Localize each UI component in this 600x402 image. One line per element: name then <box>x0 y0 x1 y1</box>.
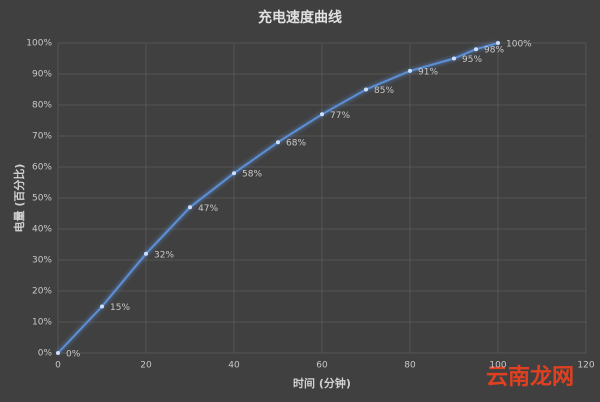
x-tick-label: 20 <box>140 361 152 371</box>
data-label: 95% <box>462 55 482 65</box>
data-label: 47% <box>198 204 218 214</box>
data-label: 0% <box>66 350 81 360</box>
point <box>474 47 478 52</box>
y-tick-label: 40% <box>32 225 52 235</box>
data-label: 98% <box>484 46 504 56</box>
x-tick-label: 60 <box>316 361 328 371</box>
y-tick-label: 10% <box>32 318 52 328</box>
y-tick-label: 90% <box>32 70 52 80</box>
point <box>364 87 368 92</box>
y-tick-label: 50% <box>32 194 52 204</box>
data-label: 100% <box>506 40 532 50</box>
data-label: 15% <box>110 303 130 313</box>
point <box>144 251 148 256</box>
watermark: 云南龙网 <box>486 365 574 390</box>
x-tick-label: 100 <box>489 361 506 371</box>
x-tick-label: 120 <box>577 361 594 371</box>
point <box>496 41 500 45</box>
data-label: 77% <box>330 111 350 121</box>
y-tick-label: 60% <box>32 163 52 173</box>
data-label: 85% <box>374 86 394 96</box>
y-tick-label: 20% <box>32 287 52 297</box>
y-tick-label: 30% <box>32 256 52 266</box>
data-label: 32% <box>154 250 174 260</box>
data-label: 58% <box>242 170 262 180</box>
point <box>452 56 456 61</box>
y-axis-label: 电量 (百分比) <box>12 164 26 233</box>
y-tick-label: 100% <box>26 39 52 49</box>
point <box>320 112 324 117</box>
point <box>408 68 412 73</box>
x-tick-label: 40 <box>228 361 240 371</box>
chart-title: 充电速度曲线 <box>258 9 342 26</box>
y-tick-label: 0% <box>38 349 53 359</box>
point <box>276 140 280 145</box>
point <box>232 171 236 176</box>
y-tick-label: 80% <box>32 101 52 111</box>
data-label: 68% <box>286 139 306 149</box>
y-tick-label: 70% <box>32 132 52 142</box>
line <box>57 42 499 354</box>
x-tick-label: 0 <box>55 361 61 371</box>
point <box>100 304 104 309</box>
x-axis-label: 时间 (分钟) <box>293 376 351 390</box>
data-label: 91% <box>418 67 438 77</box>
x-tick-label: 80 <box>404 361 416 371</box>
point <box>188 205 192 210</box>
point <box>56 351 60 355</box>
